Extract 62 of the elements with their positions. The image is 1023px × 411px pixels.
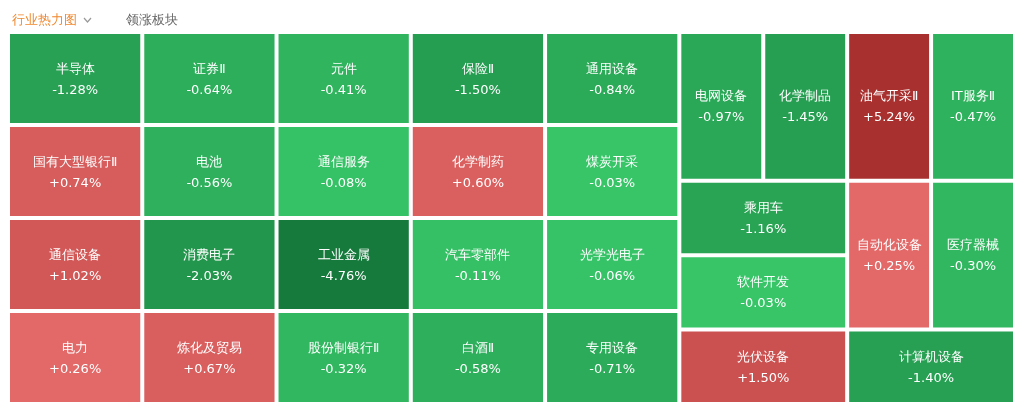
category-label: 油气开采Ⅱ [859,88,919,104]
data-label: +1.50% [737,369,790,385]
data-label: +5.24% [863,109,916,125]
data-label: -0.47% [950,109,997,125]
data-label: -0.32% [320,360,367,376]
data-label: -1.45% [782,109,829,125]
category-label: 化学制药 [451,153,504,169]
category-label: 化学制品 [779,88,832,104]
category-label: IT服务Ⅱ [950,88,996,104]
category-label: 自动化设备 [856,237,922,253]
category-label: 元件 [330,60,357,76]
category-label: 电池 [196,153,223,169]
category-label: 国有大型银行Ⅱ [32,153,118,169]
data-label: -0.11% [454,267,501,283]
category-label: 光伏设备 [737,348,790,364]
data-label: -0.56% [186,174,233,190]
category-label: 电力 [62,339,89,355]
category-label: 计算机设备 [898,348,964,364]
data-label: +1.02% [49,267,102,283]
data-label: -0.97% [698,109,745,125]
data-label: -0.84% [589,81,636,97]
data-label: -2.03% [186,267,233,283]
category-label: 白酒Ⅱ [461,339,495,355]
category-label: 汽车零部件 [445,246,511,262]
category-label: 炼化及贸易 [176,339,242,355]
category-label: 股份制银行Ⅱ [307,339,380,355]
data-label: -4.76% [320,267,367,283]
category-label: 半导体 [55,60,95,76]
data-label: +0.25% [863,258,916,274]
data-label: -1.28% [52,81,99,97]
data-label: -1.50% [454,81,501,97]
data-label: -0.08% [320,174,367,190]
data-label: +0.60% [451,174,505,190]
data-label: -0.58% [454,360,501,376]
data-label: -1.40% [908,369,955,385]
data-label: +0.74% [49,174,102,190]
category-label: 证券Ⅱ [193,60,226,76]
data-label: -0.64% [186,81,233,97]
data-label: -0.71% [589,360,636,376]
data-label: -0.41% [320,81,367,97]
data-label: -0.06% [589,267,636,283]
data-label: -0.30% [950,258,997,274]
category-label: 乘用车 [743,200,783,215]
category-label: 电网设备 [695,88,748,104]
category-label: 通信服务 [317,153,370,169]
data-label: +0.67% [183,360,236,376]
text: 领涨板块 [126,11,178,29]
data-label: -1.16% [740,221,787,236]
category-label: 光学光电子 [579,246,645,262]
data-label: -0.03% [589,174,636,190]
category-label: 煤炭开采 [586,153,639,169]
category-label: 医疗器械 [947,237,1000,253]
data-label: +0.26% [49,360,102,376]
category-label: 保险Ⅱ [461,60,495,76]
category-label: 软件开发 [737,274,790,290]
category-label: 消费电子 [183,246,236,262]
category-label: 工业金属 [317,246,370,262]
data-label: -0.03% [740,295,787,311]
category-label: 通用设备 [586,60,639,76]
category-label: 专用设备 [586,339,639,355]
text: 行业热力图 [12,11,77,29]
category-label: 通信设备 [49,246,102,262]
